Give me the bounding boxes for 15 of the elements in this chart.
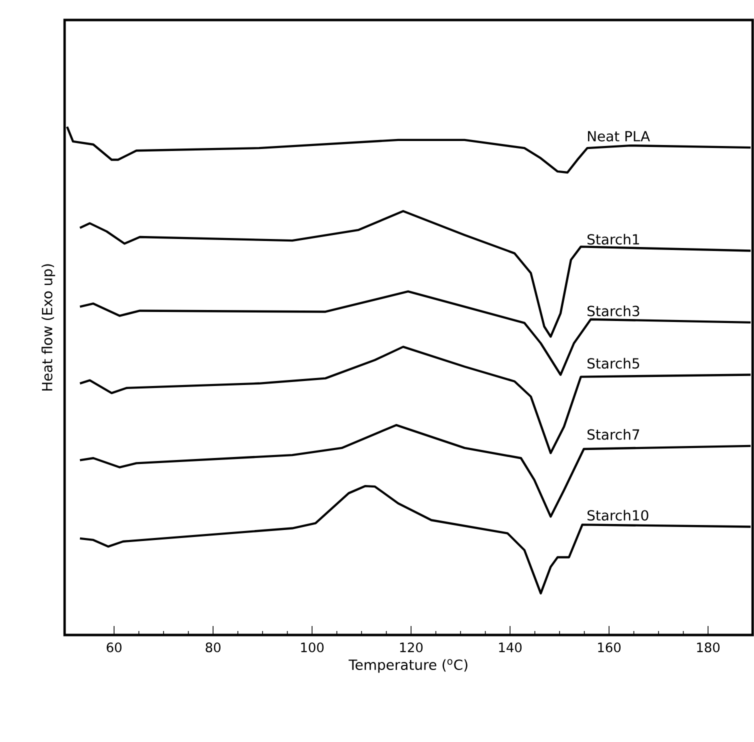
x-axis-title: Temperature ($^{o}$C) [348,659,468,673]
x-tick-label: 100 [301,642,324,652]
series-label: Starch7 [588,429,640,440]
series-label: Starch5 [588,358,640,369]
series-label: Starch10 [588,510,648,521]
x-tick-label: 160 [598,642,621,652]
series-label: Starch1 [588,234,640,245]
x-tick-label: 120 [400,642,423,652]
x-tick-label: 80 [206,642,220,652]
x-tick-label: 140 [499,642,522,652]
series-label: Neat PLA [588,131,650,142]
series-label: Starch3 [588,306,640,316]
y-axis-title: Heat flow (Exo up) [42,264,56,391]
x-tick-label: 180 [697,642,720,652]
x-tick-label: 60 [106,642,122,652]
